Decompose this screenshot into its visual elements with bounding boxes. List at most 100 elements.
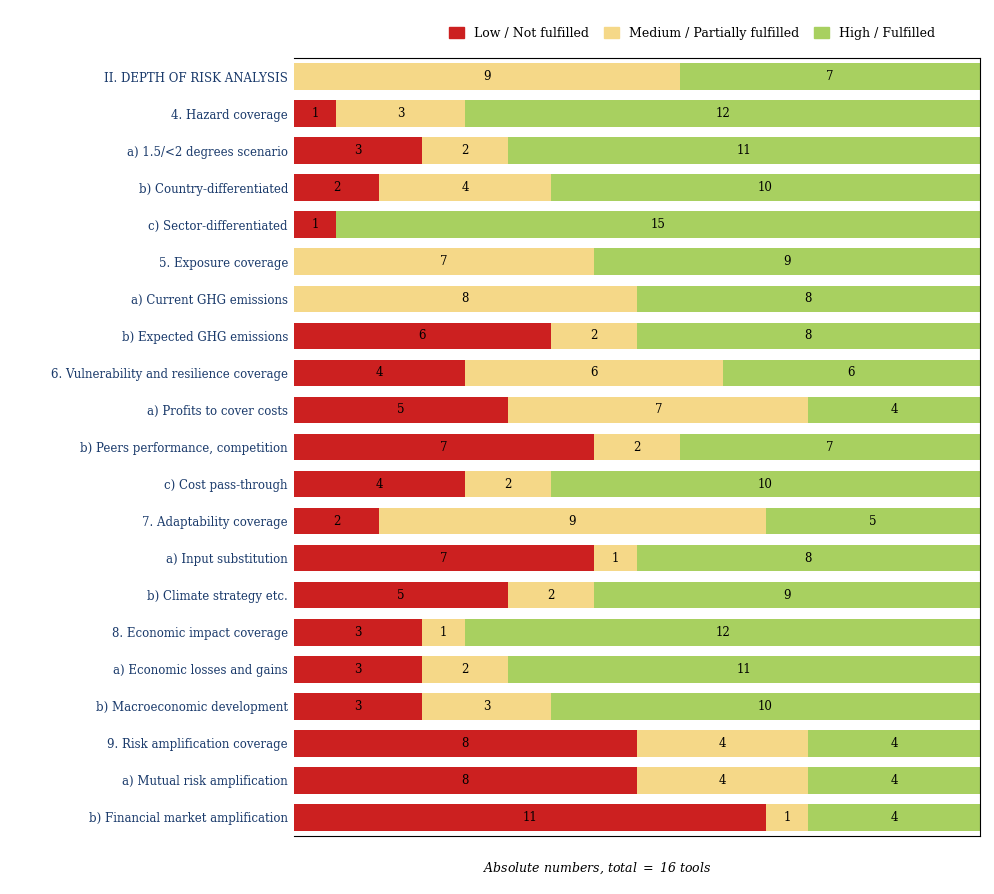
Text: 9: 9 [782, 588, 790, 602]
Bar [807, 767, 979, 794]
Text: 4: 4 [890, 774, 898, 787]
Text: 2: 2 [632, 441, 640, 453]
Bar [679, 63, 979, 90]
Text: 6: 6 [589, 367, 597, 379]
Text: 15: 15 [650, 218, 665, 232]
Text: 6: 6 [847, 367, 854, 379]
Bar [379, 174, 551, 201]
Text: 12: 12 [715, 107, 730, 120]
Text: 4: 4 [375, 367, 383, 379]
Text: 3: 3 [354, 662, 361, 676]
Text: 4: 4 [718, 737, 726, 750]
Text: 11: 11 [736, 662, 750, 676]
Bar [293, 100, 336, 127]
Text: 11: 11 [736, 144, 750, 157]
Bar [551, 471, 979, 497]
Bar [293, 693, 421, 720]
Text: 7: 7 [439, 552, 447, 565]
Text: 7: 7 [825, 441, 833, 453]
Text: 5: 5 [397, 588, 405, 602]
Bar [293, 544, 593, 571]
Text: 8: 8 [461, 292, 468, 306]
Bar [293, 359, 464, 386]
Text: 3: 3 [482, 700, 490, 713]
Text: 8: 8 [804, 329, 811, 342]
Bar [421, 619, 465, 645]
Text: 1: 1 [611, 552, 618, 565]
Text: 8: 8 [461, 774, 468, 787]
Bar [593, 544, 636, 571]
Text: 6: 6 [418, 329, 425, 342]
Bar [551, 323, 636, 350]
Bar [508, 138, 979, 164]
Bar [293, 582, 508, 609]
Bar [421, 656, 508, 682]
Text: 2: 2 [332, 181, 340, 194]
Bar [293, 804, 764, 831]
Bar [464, 100, 979, 127]
Text: 3: 3 [354, 700, 361, 713]
Bar [508, 582, 593, 609]
Bar [636, 323, 979, 350]
Bar [293, 471, 464, 497]
Bar [293, 174, 379, 201]
Bar [636, 767, 807, 794]
Text: 1: 1 [311, 218, 318, 232]
Text: 7: 7 [825, 70, 833, 83]
Bar [293, 508, 379, 535]
Bar [379, 508, 764, 535]
Text: 1: 1 [311, 107, 318, 120]
Bar [807, 804, 979, 831]
Text: 10: 10 [757, 477, 772, 491]
Bar [293, 212, 336, 238]
Bar [508, 397, 807, 423]
Text: 11: 11 [522, 811, 537, 824]
Bar [293, 323, 551, 350]
Text: 10: 10 [757, 700, 772, 713]
Text: 5: 5 [868, 515, 876, 527]
Text: 8: 8 [804, 292, 811, 306]
Bar [464, 619, 979, 645]
Text: 4: 4 [718, 774, 726, 787]
Text: 9: 9 [782, 256, 790, 268]
Bar [636, 730, 807, 756]
Text: 2: 2 [504, 477, 511, 491]
Bar [421, 138, 508, 164]
Bar [807, 730, 979, 756]
Bar [421, 693, 551, 720]
Text: 10: 10 [757, 181, 772, 194]
Bar [336, 212, 979, 238]
Bar [464, 471, 551, 497]
Text: 9: 9 [569, 515, 576, 527]
Text: Absolute numbers, total $=$ 16 tools: Absolute numbers, total $=$ 16 tools [482, 860, 711, 876]
Bar [293, 285, 636, 312]
Text: 2: 2 [461, 144, 468, 157]
Bar [293, 730, 636, 756]
Text: 8: 8 [804, 552, 811, 565]
Bar [722, 359, 979, 386]
Text: 8: 8 [461, 737, 468, 750]
Bar [293, 656, 421, 682]
Bar [764, 508, 979, 535]
Legend: Low / Not fulfilled, Medium / Partially fulfilled, High / Fulfilled: Low / Not fulfilled, Medium / Partially … [443, 21, 939, 45]
Text: 2: 2 [589, 329, 597, 342]
Bar [807, 397, 979, 423]
Text: 2: 2 [461, 662, 468, 676]
Bar [293, 63, 679, 90]
Bar [464, 359, 722, 386]
Bar [636, 285, 979, 312]
Bar [593, 249, 979, 275]
Text: 3: 3 [354, 626, 361, 638]
Bar [336, 100, 465, 127]
Text: 3: 3 [397, 107, 405, 120]
Text: 1: 1 [439, 626, 447, 638]
Text: 5: 5 [397, 403, 405, 417]
Bar [593, 582, 979, 609]
Text: 1: 1 [782, 811, 790, 824]
Bar [293, 138, 421, 164]
Text: 3: 3 [354, 144, 361, 157]
Text: 4: 4 [890, 811, 898, 824]
Bar [293, 767, 636, 794]
Text: 9: 9 [482, 70, 490, 83]
Bar [293, 249, 593, 275]
